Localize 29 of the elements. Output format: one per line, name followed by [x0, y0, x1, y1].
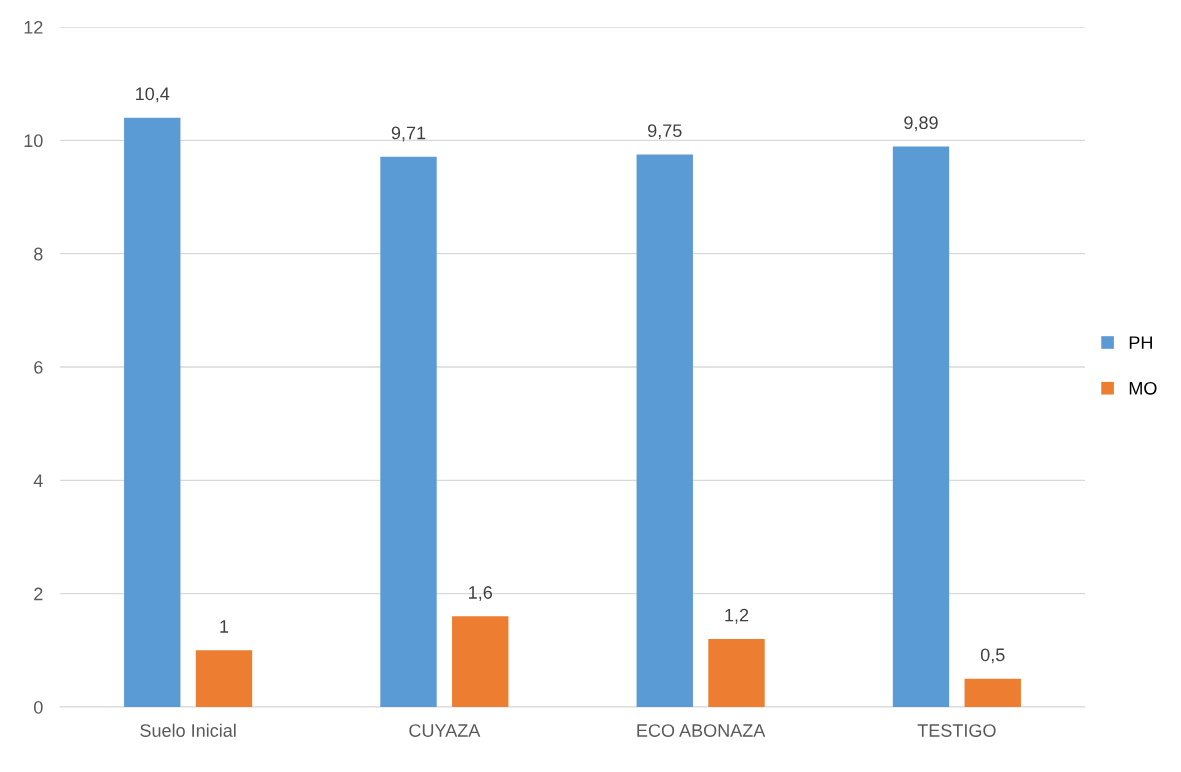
y-tick-label: 12	[24, 20, 43, 34]
bar	[636, 154, 693, 707]
legend-label: MO	[1129, 381, 1157, 395]
bar	[964, 678, 1021, 707]
data-label: 9,89	[904, 116, 938, 132]
bar	[892, 146, 950, 707]
x-tick-label: TESTIGO	[917, 724, 996, 737]
y-tick-label: 6	[34, 360, 43, 374]
y-tick-label: 4	[33, 474, 43, 487]
data-label: 10,4	[136, 87, 170, 103]
data-label: 0,5	[980, 648, 1005, 664]
y-tick-label: 2	[34, 587, 43, 601]
data-label: 1,6	[469, 586, 493, 602]
bar	[124, 117, 181, 707]
x-tick-label: ECO ABONAZA	[637, 724, 766, 737]
x-tick-label: Suelo Inicial	[140, 723, 236, 737]
legend-label: PH	[1129, 336, 1152, 349]
y-tick-label: 0	[34, 700, 43, 714]
y-tick-label: 10	[24, 134, 43, 148]
bar	[380, 156, 437, 707]
y-tick-label: 8	[34, 247, 43, 261]
data-label: 9,75	[648, 124, 682, 140]
data-label: 9,71	[391, 126, 426, 142]
bar	[452, 616, 509, 707]
data-label: 1,2	[725, 608, 749, 624]
x-tick-label: CUYAZA	[409, 724, 481, 737]
data-label: 1	[220, 620, 229, 633]
bar	[708, 639, 765, 707]
bar	[195, 650, 253, 707]
